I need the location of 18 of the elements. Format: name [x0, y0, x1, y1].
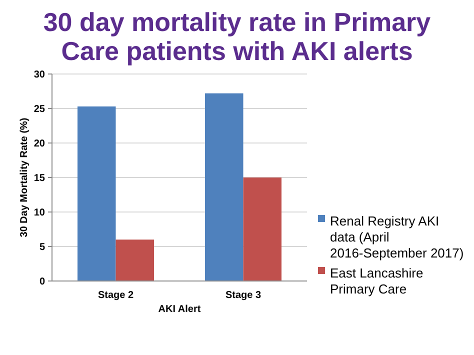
y-tick-label: 10: [34, 208, 46, 218]
bar: [205, 93, 244, 281]
y-tick-label: 30: [34, 70, 46, 80]
x-tick-label: Stage 2: [98, 290, 134, 301]
y-tick-label: 0: [39, 276, 46, 288]
x-axis-title: AKI Alert: [158, 304, 202, 315]
x-tick-label: Stage 3: [225, 290, 262, 301]
y-tick-label: 5: [39, 242, 46, 253]
y-tick-label: 25: [34, 104, 46, 115]
y-axis-title: 30 Day Mortality Rate (%): [19, 118, 30, 238]
y-tick-label: 15: [34, 173, 46, 184]
bar: [116, 240, 154, 281]
bar: [78, 106, 116, 281]
y-tick-label: 20: [34, 138, 46, 150]
chart-title: 30 day mortality rate in Primary Care patients with AKI alerts: [43, 7, 432, 66]
bar: [243, 178, 282, 281]
legend-label: East Lancashire Primary Care: [330, 266, 424, 297]
legend-label: Renal Registry AKI data (April 2016-September 2017): [330, 214, 464, 261]
